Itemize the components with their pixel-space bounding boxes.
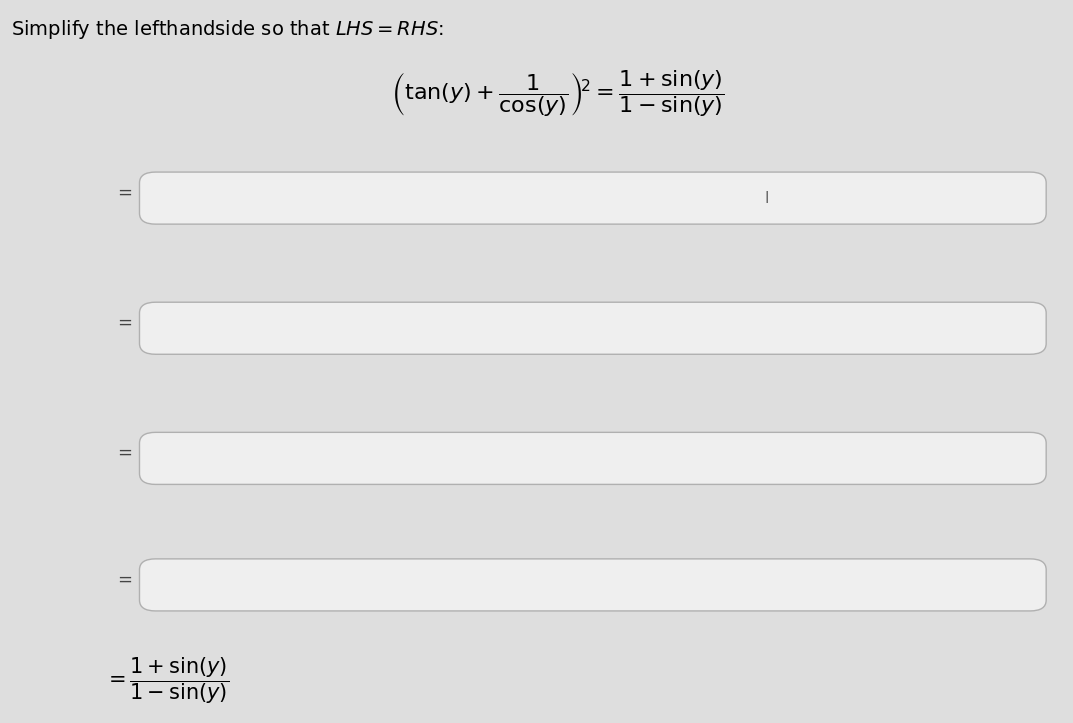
- Text: $=$: $=$: [114, 570, 133, 587]
- Text: $= \dfrac{1 + \sin(y)}{1 - \sin(y)}$: $= \dfrac{1 + \sin(y)}{1 - \sin(y)}$: [104, 656, 229, 706]
- Text: $\left(\tan(y) + \dfrac{1}{\cos(y)}\right)^{\!2} = \dfrac{1 + \sin(y)}{1 - \sin(: $\left(\tan(y) + \dfrac{1}{\cos(y)}\righ…: [392, 69, 724, 119]
- FancyBboxPatch shape: [139, 172, 1046, 224]
- Text: $=$: $=$: [114, 443, 133, 461]
- FancyBboxPatch shape: [139, 302, 1046, 354]
- Text: $=$: $=$: [114, 313, 133, 330]
- Text: I: I: [765, 191, 769, 205]
- Text: $=$: $=$: [114, 183, 133, 200]
- FancyBboxPatch shape: [139, 559, 1046, 611]
- Text: Simplify the lefthandside so that $\mathit{LHS} = \mathit{RHS}$:: Simplify the lefthandside so that $\math…: [11, 18, 443, 41]
- FancyBboxPatch shape: [139, 432, 1046, 484]
